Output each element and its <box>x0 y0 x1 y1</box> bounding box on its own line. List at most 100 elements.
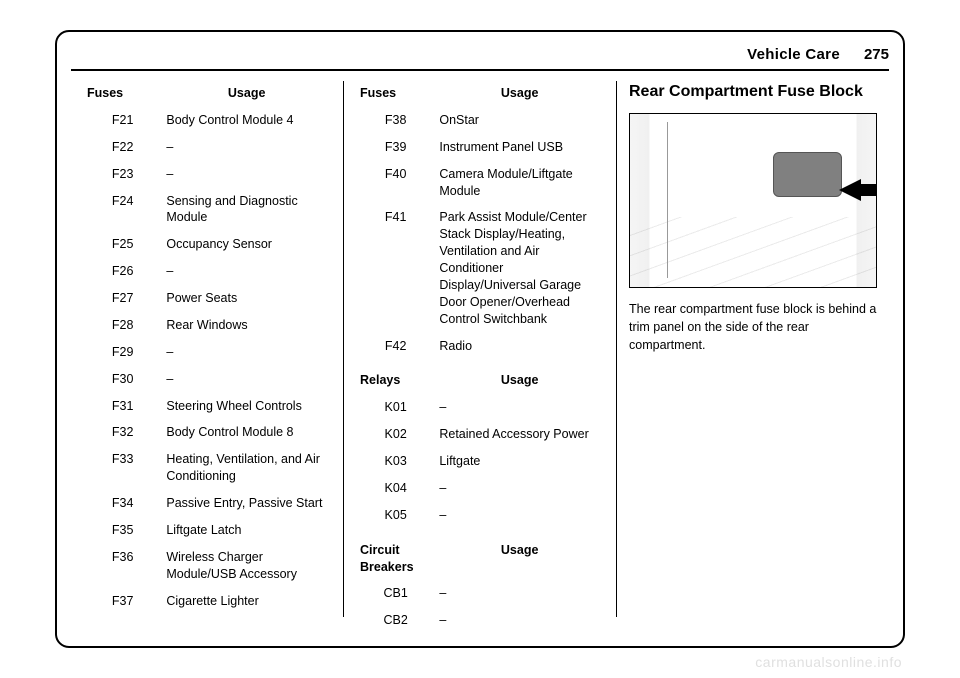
cell-id: K02 <box>356 422 435 449</box>
cell-usage: Liftgate Latch <box>162 518 331 545</box>
cell-id: F33 <box>83 447 162 491</box>
fuses-table-2: Fuses Usage F38OnStarF39Instrument Panel… <box>356 81 604 360</box>
table-row: F38OnStar <box>356 108 604 135</box>
table-row: K02Retained Accessory Power <box>356 422 604 449</box>
column-2: Fuses Usage F38OnStarF39Instrument Panel… <box>343 81 616 617</box>
rear-compartment-body-text: The rear compartment fuse block is behin… <box>629 300 877 354</box>
table-row: F22– <box>83 135 331 162</box>
column-1: Fuses Usage F21Body Control Module 4F22–… <box>71 81 343 617</box>
table-row: K04– <box>356 476 604 503</box>
watermark-text: carmanualsonline.info <box>755 654 902 670</box>
col-header-usage: Usage <box>435 81 604 108</box>
cell-usage: Park Assist Module/Center Stack Display/… <box>435 205 604 333</box>
cell-id: F36 <box>83 545 162 589</box>
illustration-arrow-icon <box>839 179 861 201</box>
fuses-tbody-1: F21Body Control Module 4F22–F23–F24Sensi… <box>83 108 331 616</box>
cell-usage: Body Control Module 4 <box>162 108 331 135</box>
cell-usage: Passive Entry, Passive Start <box>162 491 331 518</box>
table-row: F33Heating, Ventilation, and Air Conditi… <box>83 447 331 491</box>
table-row: K01– <box>356 395 604 422</box>
table-row: CB2– <box>356 608 604 635</box>
cell-id: K03 <box>356 449 435 476</box>
cell-id: K05 <box>356 503 435 530</box>
cell-usage: Instrument Panel USB <box>435 135 604 162</box>
cell-usage: – <box>435 608 604 635</box>
table-row: F30– <box>83 367 331 394</box>
cell-usage: – <box>162 340 331 367</box>
column-3: Rear Compartment Fuse Block The rear com… <box>616 81 889 617</box>
illustration-fuse-cover <box>773 152 842 197</box>
table-row: F34Passive Entry, Passive Start <box>83 491 331 518</box>
cell-usage: – <box>162 135 331 162</box>
col-header-circuit-breakers: Circuit Breakers <box>356 538 435 582</box>
table-header-row: Relays Usage <box>356 368 604 395</box>
col-header-relays: Relays <box>356 368 435 395</box>
cell-usage: Wireless Charger Module/USB Accessory <box>162 545 331 589</box>
table-row: F35Liftgate Latch <box>83 518 331 545</box>
table-header-row: Fuses Usage <box>83 81 331 108</box>
cell-usage: – <box>435 503 604 530</box>
cell-usage: – <box>435 476 604 503</box>
cell-id: F22 <box>83 135 162 162</box>
cell-id: F28 <box>83 313 162 340</box>
cell-usage: – <box>162 162 331 189</box>
table-row: F39Instrument Panel USB <box>356 135 604 162</box>
cell-id: F41 <box>356 205 435 333</box>
cell-id: F23 <box>83 162 162 189</box>
col-header-fuses: Fuses <box>83 81 162 108</box>
cell-id: K04 <box>356 476 435 503</box>
cell-id: F34 <box>83 491 162 518</box>
table-row: F31Steering Wheel Controls <box>83 394 331 421</box>
table-row: F28Rear Windows <box>83 313 331 340</box>
table-row: CB1– <box>356 581 604 608</box>
cell-usage: Radio <box>435 334 604 361</box>
table-row: F42Radio <box>356 334 604 361</box>
col-header-usage: Usage <box>435 538 604 582</box>
cell-usage: Retained Accessory Power <box>435 422 604 449</box>
page-frame: Vehicle Care 275 Fuses Usage F21Body Con… <box>55 30 905 648</box>
cell-usage: Sensing and Diagnostic Module <box>162 189 331 233</box>
table-row: F24Sensing and Diagnostic Module <box>83 189 331 233</box>
table-header-row: Fuses Usage <box>356 81 604 108</box>
table-row: K03Liftgate <box>356 449 604 476</box>
cb-tbody: CB1–CB2– <box>356 581 604 635</box>
cell-id: CB1 <box>356 581 435 608</box>
cell-usage: Camera Module/Liftgate Module <box>435 162 604 206</box>
rear-compartment-illustration <box>629 113 877 288</box>
table-row: F27Power Seats <box>83 286 331 313</box>
table-row: K05– <box>356 503 604 530</box>
cell-id: F40 <box>356 162 435 206</box>
cell-usage: Cigarette Lighter <box>162 589 331 616</box>
cell-usage: OnStar <box>435 108 604 135</box>
header-page-number: 275 <box>864 46 889 63</box>
cell-usage: Rear Windows <box>162 313 331 340</box>
table-row: F40Camera Module/Liftgate Module <box>356 162 604 206</box>
cell-usage: Steering Wheel Controls <box>162 394 331 421</box>
cell-id: F42 <box>356 334 435 361</box>
cell-id: F24 <box>83 189 162 233</box>
table-row: F32Body Control Module 8 <box>83 420 331 447</box>
cell-usage: Body Control Module 8 <box>162 420 331 447</box>
col-header-usage: Usage <box>435 368 604 395</box>
cell-id: F32 <box>83 420 162 447</box>
cell-id: F26 <box>83 259 162 286</box>
content-columns: Fuses Usage F21Body Control Module 4F22–… <box>71 81 889 617</box>
col-header-usage: Usage <box>162 81 331 108</box>
table-row: F29– <box>83 340 331 367</box>
col-header-fuses: Fuses <box>356 81 435 108</box>
cell-usage: Liftgate <box>435 449 604 476</box>
cell-usage: Occupancy Sensor <box>162 232 331 259</box>
table-row: F37Cigarette Lighter <box>83 589 331 616</box>
cell-id: F29 <box>83 340 162 367</box>
cell-id: F35 <box>83 518 162 545</box>
cell-usage: – <box>435 395 604 422</box>
fuses-table-1: Fuses Usage F21Body Control Module 4F22–… <box>83 81 331 615</box>
rear-compartment-heading: Rear Compartment Fuse Block <box>629 81 877 103</box>
cell-id: K01 <box>356 395 435 422</box>
cell-id: F37 <box>83 589 162 616</box>
table-row: F36Wireless Charger Module/USB Accessory <box>83 545 331 589</box>
page-header: Vehicle Care 275 <box>71 46 889 71</box>
cell-id: F31 <box>83 394 162 421</box>
fuses-tbody-2: F38OnStarF39Instrument Panel USBF40Camer… <box>356 108 604 361</box>
table-row: F21Body Control Module 4 <box>83 108 331 135</box>
